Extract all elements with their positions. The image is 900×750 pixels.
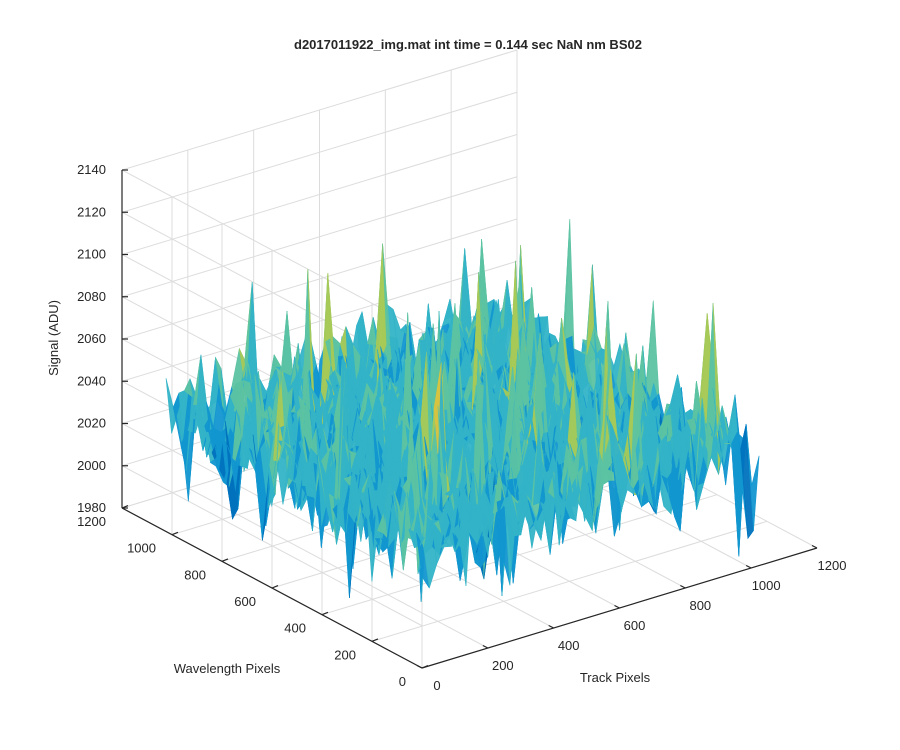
y-tick-label: 200 — [334, 647, 356, 662]
grid-line — [121, 465, 423, 627]
surface-patch — [645, 300, 660, 403]
x-tick-mark — [482, 644, 489, 649]
x-tick-label: 200 — [492, 658, 514, 673]
x-tick-mark — [811, 544, 818, 549]
grid-line — [121, 176, 518, 298]
x-tick-label: 1000 — [752, 578, 781, 593]
y-tick-label: 800 — [184, 567, 206, 582]
surface-mesh — [165, 218, 760, 602]
x-tick-label: 1200 — [818, 558, 847, 573]
y-tick-label: 1200 — [77, 514, 106, 529]
grid-line — [121, 91, 518, 213]
grid-line — [121, 49, 518, 171]
x-tick-label: 400 — [558, 638, 580, 653]
z-tick-label: 2120 — [77, 204, 106, 219]
y-tick-label: 0 — [399, 674, 406, 689]
x-tick-mark — [416, 664, 423, 669]
z-tick-label: 2060 — [77, 331, 106, 346]
x-tick-label: 800 — [689, 598, 711, 613]
chart-title: d2017011922_img.mat int time = 0.144 sec… — [294, 37, 642, 52]
y-tick-mark — [171, 531, 179, 536]
y-tick-mark — [321, 611, 329, 616]
grid-line — [321, 494, 718, 616]
z-tick-label: 2000 — [77, 458, 106, 473]
z-axis-label: Signal (ADU) — [46, 300, 61, 376]
x-tick-label: 600 — [624, 618, 646, 633]
x-tick-label: 0 — [433, 678, 440, 693]
grid-line — [121, 169, 423, 331]
z-tick-label: 2040 — [77, 373, 106, 388]
x-tick-mark — [680, 584, 686, 589]
y-tick-mark — [421, 665, 429, 669]
grid-line — [121, 260, 518, 382]
axes — [121, 169, 818, 669]
z-tick-label: 2080 — [77, 289, 106, 304]
x-tick-mark — [548, 624, 554, 629]
x-axis-label: Track Pixels — [580, 670, 651, 685]
z-tick-label: 2100 — [77, 247, 106, 262]
z-tick-label: 2140 — [77, 162, 106, 177]
grid-line — [121, 218, 518, 340]
tick-labels: 0 200 400 600 800 1000 1200 0 200 400 600 800 1000 12… — [77, 162, 846, 693]
x-tick-mark — [614, 604, 620, 609]
grid-line — [121, 134, 518, 255]
y-tick-mark — [221, 558, 229, 562]
x-tick-mark — [745, 564, 752, 569]
grid-line — [371, 520, 768, 642]
z-tick-label: 1980 — [77, 500, 106, 515]
y-tick-mark — [371, 638, 379, 642]
y-tick-label: 400 — [284, 621, 306, 636]
z-tick-label: 2020 — [77, 416, 106, 431]
y-tick-label: 1000 — [127, 541, 156, 556]
y-axis-label: Wavelength Pixels — [174, 661, 281, 676]
y-tick-label: 600 — [234, 594, 256, 609]
y-tick-mark — [271, 585, 279, 589]
surface-patch — [745, 423, 760, 531]
